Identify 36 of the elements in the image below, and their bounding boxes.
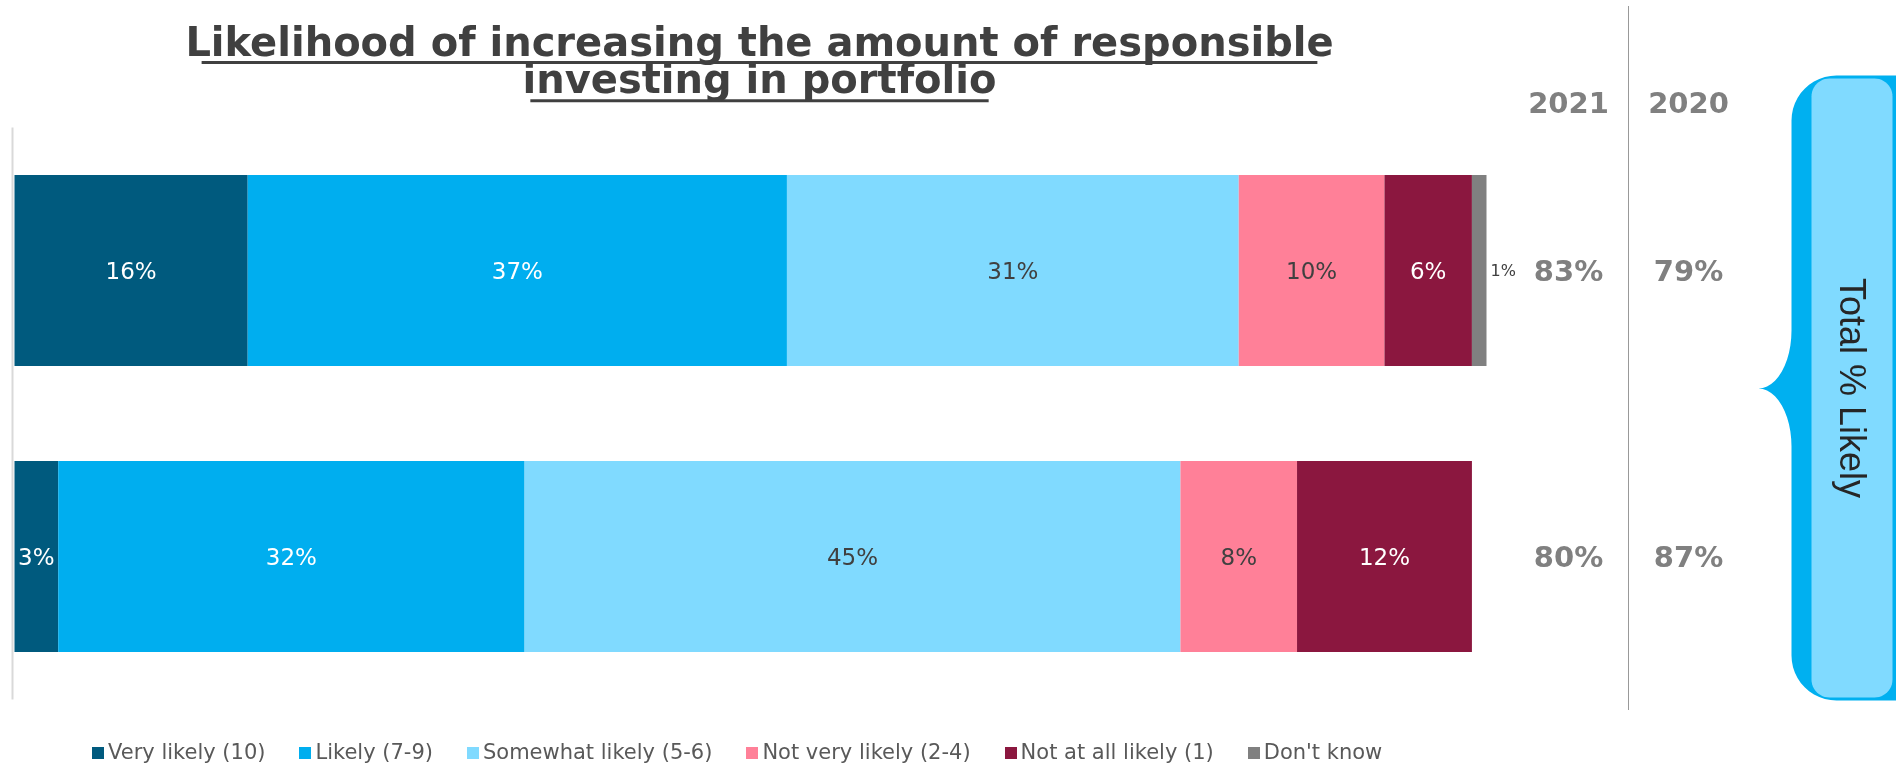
text: 80% (1533, 539, 1604, 574)
bar (1384, 175, 1472, 366)
bar (786, 175, 1239, 366)
bar (1297, 461, 1472, 652)
chart-title: Likelihood of increasing the amount of responsible investing in portfolio (185, 18, 1334, 103)
legend-label: Don't know (1263, 740, 1383, 764)
text: Total % Likely (1831, 277, 1873, 499)
text: 79% (1653, 253, 1724, 288)
bar (14, 461, 59, 652)
data-label: 31% (987, 257, 1039, 284)
data-label: 1% (1490, 261, 1516, 280)
bar (14, 175, 248, 366)
data-label: 16% (105, 257, 157, 284)
legend-label: Very likely (10) (108, 740, 266, 764)
text: 2021 (1528, 86, 1609, 120)
legend-label: Likely (7-9) (315, 740, 433, 764)
bar (58, 461, 525, 652)
data-label: 45% (826, 543, 879, 570)
bar (1238, 175, 1385, 366)
data-label: 6% (1409, 257, 1447, 284)
bar (247, 175, 787, 366)
data-label: 12% (1358, 543, 1411, 570)
text: 87% (1653, 539, 1724, 574)
legend-label: Somewhat likely (5-6) (482, 740, 713, 764)
data-label: 10% (1286, 257, 1338, 284)
data-label: 37% (491, 257, 543, 284)
legend-label: Not very likely (2-4) (762, 740, 971, 764)
data-label: 8% (1220, 543, 1257, 570)
legend-label: Not at all likely (1) (1020, 740, 1214, 764)
data-label: 3% (18, 543, 55, 570)
data-label: 32% (265, 543, 317, 570)
bar (1180, 461, 1298, 652)
text: 83% (1533, 253, 1604, 288)
bar (524, 461, 1181, 652)
text: 2020 (1648, 86, 1729, 120)
bar (1471, 175, 1487, 366)
